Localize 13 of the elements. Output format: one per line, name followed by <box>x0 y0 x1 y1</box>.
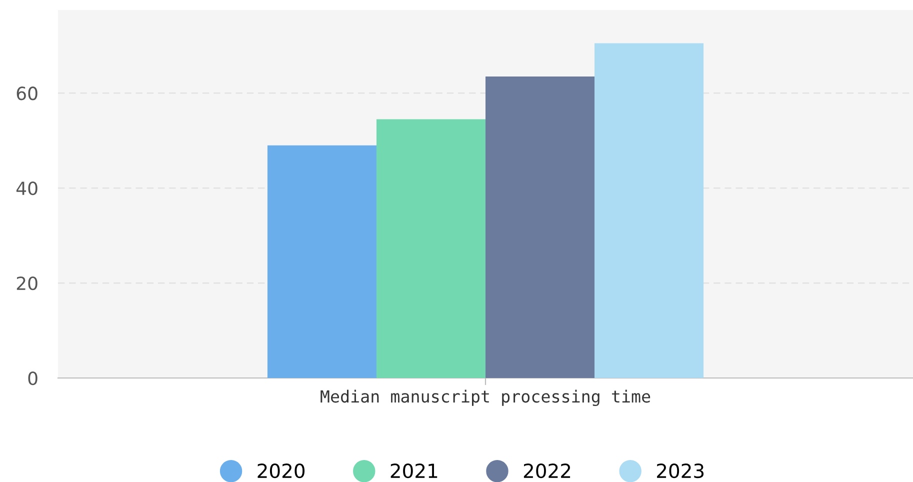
y-tick-label: 20 <box>16 276 38 290</box>
y-tick-label: 40 <box>16 182 38 196</box>
y-tick-label: 60 <box>16 86 38 100</box>
bar <box>486 76 595 378</box>
legend-label: 2020 <box>258 463 305 478</box>
bar <box>376 119 486 378</box>
legend-label: 2022 <box>524 463 570 478</box>
bar <box>594 43 704 378</box>
legend-label: 2021 <box>390 463 438 478</box>
legend-label: 2023 <box>657 463 704 478</box>
y-tick-label: 0 <box>28 371 38 386</box>
bar <box>267 145 376 378</box>
x-tick-label: Median manuscript processing time <box>320 390 650 406</box>
